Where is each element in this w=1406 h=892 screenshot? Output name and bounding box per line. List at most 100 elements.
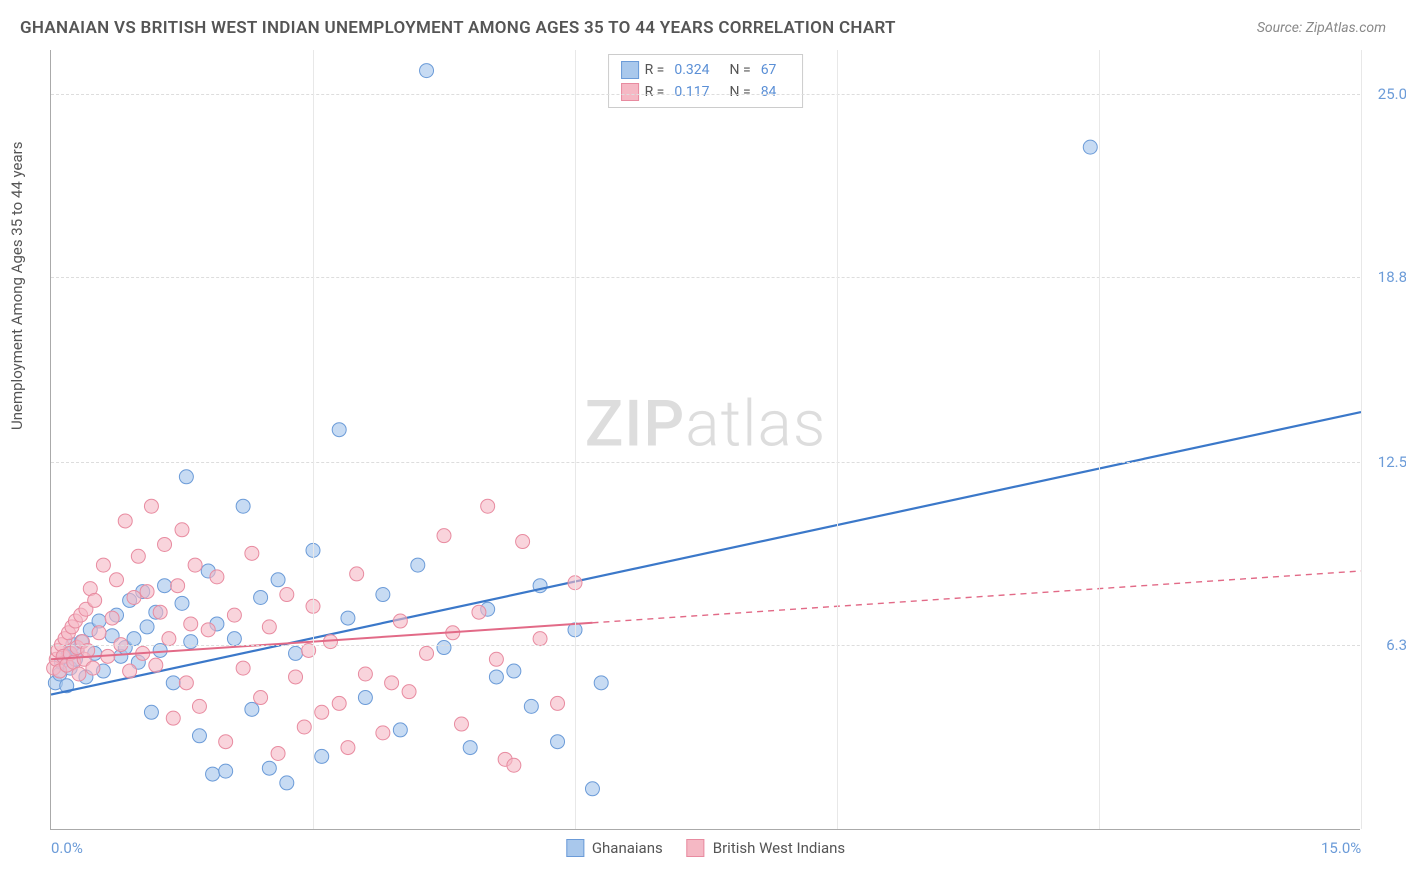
data-point bbox=[420, 64, 434, 78]
data-point bbox=[420, 646, 434, 660]
data-point bbox=[289, 646, 303, 660]
data-point bbox=[140, 585, 154, 599]
r-label: R = bbox=[645, 62, 665, 78]
data-point bbox=[358, 691, 372, 705]
data-point bbox=[551, 735, 565, 749]
data-point bbox=[393, 723, 407, 737]
data-point bbox=[175, 523, 189, 537]
data-point bbox=[175, 596, 189, 610]
data-point bbox=[131, 549, 145, 563]
gridline-v bbox=[1099, 50, 1100, 829]
data-point bbox=[171, 579, 185, 593]
data-point bbox=[437, 641, 451, 655]
x-tick-label: 15.0% bbox=[1321, 839, 1361, 857]
data-point bbox=[158, 579, 172, 593]
data-point bbox=[254, 691, 268, 705]
data-point bbox=[262, 620, 276, 634]
data-point bbox=[88, 593, 102, 607]
data-point bbox=[358, 667, 372, 681]
data-point bbox=[227, 608, 241, 622]
data-point bbox=[332, 423, 346, 437]
plot-area: ZIPatlas R = 0.324 N = 67 R = 0.117 N = … bbox=[50, 50, 1360, 830]
y-tick-label: 12.5% bbox=[1378, 453, 1406, 471]
correlation-row-2: R = 0.117 N = 84 bbox=[621, 81, 791, 103]
y-axis-label: Unemployment Among Ages 35 to 44 years bbox=[8, 142, 26, 430]
data-point bbox=[179, 470, 193, 484]
data-point bbox=[516, 535, 530, 549]
legend-item-ghanaian: Ghanaians bbox=[566, 839, 663, 857]
data-point bbox=[236, 499, 250, 513]
data-point bbox=[376, 588, 390, 602]
data-point bbox=[86, 661, 100, 675]
data-point bbox=[184, 617, 198, 631]
n-label: N = bbox=[730, 84, 751, 100]
gridline-h bbox=[51, 94, 1360, 95]
y-tick-label: 6.3% bbox=[1386, 636, 1406, 654]
chart-header: GHANAIAN VS BRITISH WEST INDIAN UNEMPLOY… bbox=[20, 18, 1386, 38]
gridline-h bbox=[51, 277, 1360, 278]
data-point bbox=[206, 767, 220, 781]
correlation-legend: R = 0.324 N = 67 R = 0.117 N = 84 bbox=[608, 54, 804, 108]
data-point bbox=[411, 558, 425, 572]
chart-source: Source: ZipAtlas.com bbox=[1257, 20, 1386, 36]
data-point bbox=[127, 590, 141, 604]
data-point bbox=[123, 664, 137, 678]
data-point bbox=[524, 699, 538, 713]
n-value-2: 84 bbox=[761, 84, 777, 100]
data-point bbox=[166, 676, 180, 690]
data-point bbox=[472, 605, 486, 619]
gridline-v bbox=[575, 50, 576, 829]
data-point bbox=[179, 676, 193, 690]
data-point bbox=[210, 570, 224, 584]
data-point bbox=[110, 573, 124, 587]
data-point bbox=[201, 623, 215, 637]
swatch-ghanaian bbox=[621, 61, 639, 79]
data-point bbox=[271, 746, 285, 760]
gridline-v bbox=[313, 50, 314, 829]
data-point bbox=[350, 567, 364, 581]
data-point bbox=[594, 676, 608, 690]
data-point bbox=[144, 705, 158, 719]
chart-title: GHANAIAN VS BRITISH WEST INDIAN UNEMPLOY… bbox=[20, 18, 896, 38]
data-point bbox=[219, 735, 233, 749]
data-point bbox=[153, 605, 167, 619]
series-legend: Ghanaians British West Indians bbox=[566, 839, 845, 857]
x-tick-label: 0.0% bbox=[51, 839, 83, 857]
legend-swatch-bwi bbox=[687, 839, 705, 857]
data-point bbox=[315, 705, 329, 719]
correlation-row-1: R = 0.324 N = 67 bbox=[621, 59, 791, 81]
legend-label-ghanaian: Ghanaians bbox=[592, 839, 663, 857]
data-point bbox=[489, 670, 503, 684]
data-point bbox=[437, 529, 451, 543]
data-point bbox=[149, 658, 163, 672]
swatch-bwi bbox=[621, 83, 639, 101]
data-point bbox=[402, 685, 416, 699]
gridline-h bbox=[51, 462, 1360, 463]
legend-label-bwi: British West Indians bbox=[713, 839, 845, 857]
data-point bbox=[184, 635, 198, 649]
gridline-v bbox=[837, 50, 838, 829]
data-point bbox=[271, 573, 285, 587]
data-point bbox=[463, 741, 477, 755]
data-point bbox=[72, 667, 86, 681]
data-point bbox=[551, 696, 565, 710]
data-point bbox=[315, 749, 329, 763]
data-point bbox=[289, 670, 303, 684]
data-point bbox=[341, 611, 355, 625]
data-point bbox=[245, 702, 259, 716]
data-point bbox=[245, 546, 259, 560]
data-point bbox=[585, 782, 599, 796]
gridline-h bbox=[51, 645, 1360, 646]
data-point bbox=[332, 696, 346, 710]
regression-line-dashed bbox=[592, 571, 1361, 623]
legend-item-bwi: British West Indians bbox=[687, 839, 845, 857]
data-point bbox=[280, 588, 294, 602]
y-tick-label: 25.0% bbox=[1378, 85, 1406, 103]
chart-svg bbox=[51, 50, 1360, 829]
legend-swatch-ghanaian bbox=[566, 839, 584, 857]
data-point bbox=[254, 590, 268, 604]
r-label: R = bbox=[645, 84, 665, 100]
n-value-1: 67 bbox=[761, 62, 777, 78]
data-point bbox=[105, 611, 119, 625]
data-point bbox=[393, 614, 407, 628]
